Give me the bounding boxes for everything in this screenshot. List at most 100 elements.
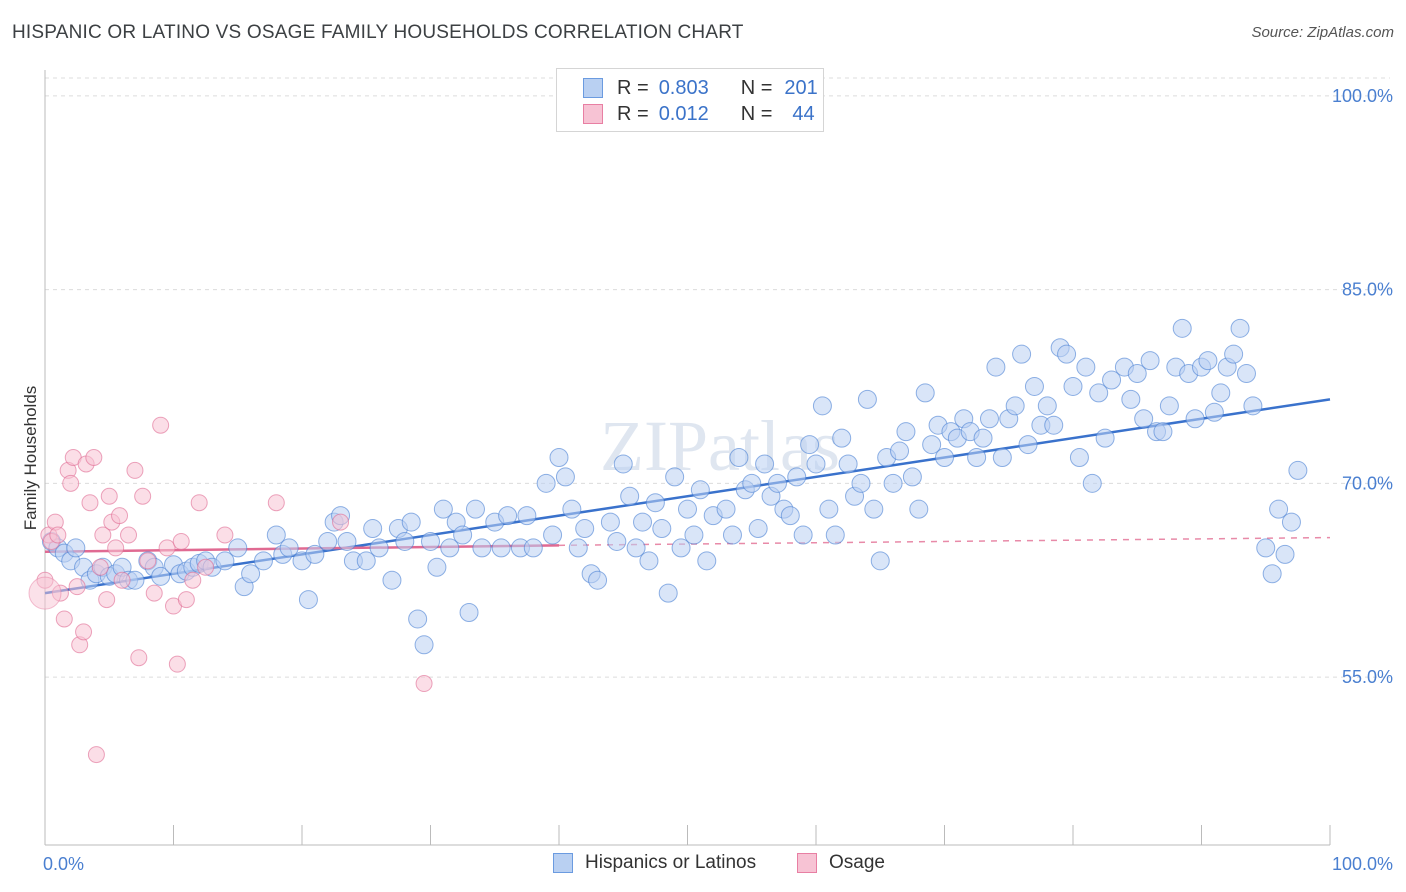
point-hispanic bbox=[1121, 389, 1141, 409]
point-hispanic bbox=[1256, 538, 1276, 558]
point-osage bbox=[98, 591, 116, 609]
point-hispanic bbox=[66, 538, 86, 558]
point-osage bbox=[81, 494, 99, 512]
point-hispanic bbox=[973, 428, 993, 448]
chart-title: HISPANIC OR LATINO VS OSAGE FAMILY HOUSE… bbox=[12, 22, 744, 43]
point-osage bbox=[168, 655, 186, 673]
point-hispanic bbox=[1204, 402, 1224, 422]
point-osage bbox=[62, 474, 80, 492]
point-hispanic bbox=[1069, 448, 1089, 467]
point-hispanic bbox=[890, 441, 910, 461]
point-hispanic bbox=[812, 396, 832, 416]
point-hispanic bbox=[1089, 383, 1109, 403]
point-hispanic bbox=[742, 473, 762, 493]
point-hispanic bbox=[568, 538, 588, 558]
point-hispanic bbox=[1153, 422, 1173, 442]
data-points bbox=[28, 318, 1308, 764]
point-hispanic bbox=[440, 538, 460, 558]
point-osage bbox=[177, 591, 195, 609]
point-hispanic bbox=[1005, 396, 1025, 416]
point-hispanic bbox=[780, 506, 800, 526]
point-hispanic bbox=[401, 512, 421, 532]
y-tick-label: 55.0% bbox=[1342, 667, 1393, 687]
point-hispanic bbox=[967, 448, 987, 467]
point-hispanic bbox=[421, 531, 440, 551]
axes bbox=[44, 70, 1331, 846]
point-hispanic bbox=[369, 538, 389, 558]
point-hispanic bbox=[690, 480, 710, 500]
legend-swatch-blue bbox=[553, 853, 573, 873]
point-hispanic bbox=[658, 583, 678, 603]
point-hispanic bbox=[1262, 564, 1282, 584]
point-osage bbox=[415, 675, 433, 693]
point-hispanic bbox=[851, 473, 871, 493]
legend-swatch-blue bbox=[583, 78, 603, 98]
point-hispanic bbox=[1243, 396, 1263, 416]
point-hispanic bbox=[1082, 473, 1102, 493]
point-hispanic bbox=[1018, 435, 1038, 455]
point-hispanic bbox=[1198, 351, 1218, 371]
point-hispanic bbox=[697, 551, 717, 571]
point-hispanic bbox=[266, 525, 286, 545]
point-hispanic bbox=[870, 551, 890, 571]
point-hispanic bbox=[800, 435, 820, 455]
point-hispanic bbox=[491, 538, 511, 558]
point-hispanic bbox=[767, 473, 787, 493]
point-osage bbox=[139, 552, 157, 570]
point-hispanic bbox=[1230, 318, 1250, 338]
point-osage bbox=[216, 526, 234, 544]
trend-line-osage-dashed bbox=[558, 536, 1331, 547]
point-hispanic bbox=[787, 467, 807, 487]
y-tick-label: 100.0% bbox=[1332, 86, 1393, 106]
r-value: 0.012 bbox=[658, 102, 709, 125]
point-hispanic bbox=[633, 512, 653, 532]
point-osage bbox=[120, 526, 138, 544]
n-value: 201 bbox=[784, 76, 818, 99]
point-hispanic bbox=[922, 435, 942, 455]
legend-row-hispanic: R = 0.803 N = 201 bbox=[583, 75, 818, 101]
point-hispanic bbox=[1275, 544, 1295, 564]
point-hispanic bbox=[665, 467, 685, 487]
point-osage bbox=[152, 416, 170, 434]
point-hispanic bbox=[1281, 512, 1301, 532]
point-hispanic bbox=[1076, 357, 1096, 377]
point-hispanic bbox=[1024, 376, 1044, 396]
point-osage bbox=[94, 526, 112, 544]
point-hispanic bbox=[298, 590, 318, 610]
point-hispanic bbox=[1127, 364, 1147, 384]
point-osage bbox=[68, 578, 86, 596]
point-hispanic bbox=[935, 448, 954, 467]
point-hispanic bbox=[549, 448, 569, 467]
point-hispanic bbox=[1159, 396, 1179, 416]
point-hispanic bbox=[414, 635, 434, 655]
point-hispanic bbox=[498, 506, 518, 526]
point-hispanic bbox=[555, 467, 575, 487]
point-hispanic bbox=[613, 454, 633, 474]
point-hispanic bbox=[793, 525, 813, 545]
point-osage bbox=[267, 494, 285, 512]
point-hispanic bbox=[1012, 344, 1032, 364]
point-osage bbox=[107, 539, 125, 557]
point-osage bbox=[134, 487, 152, 505]
point-hispanic bbox=[806, 454, 826, 474]
point-hispanic bbox=[857, 389, 877, 409]
point-hispanic bbox=[832, 428, 852, 448]
point-hispanic bbox=[382, 570, 402, 590]
point-hispanic bbox=[1044, 415, 1064, 435]
n-value: 44 bbox=[792, 102, 815, 125]
point-hispanic bbox=[1140, 351, 1160, 371]
point-hispanic bbox=[305, 544, 325, 564]
x-tick-label: 0.0% bbox=[43, 854, 84, 874]
r-label: R = bbox=[617, 102, 649, 125]
point-osage bbox=[172, 532, 190, 550]
source-label: Source: ZipAtlas.com bbox=[1251, 24, 1394, 41]
point-hispanic bbox=[607, 531, 627, 551]
legend-label-hispanic: Hispanics or Latinos bbox=[585, 852, 757, 873]
legend-row-osage: R = 0.012 N = 44 bbox=[583, 101, 815, 127]
point-hispanic bbox=[626, 538, 646, 558]
legend-swatch-pink bbox=[797, 853, 817, 873]
point-hispanic bbox=[1288, 460, 1308, 480]
point-hispanic bbox=[1211, 383, 1231, 403]
legend-swatch-pink bbox=[583, 104, 603, 124]
point-hispanic bbox=[896, 422, 916, 442]
